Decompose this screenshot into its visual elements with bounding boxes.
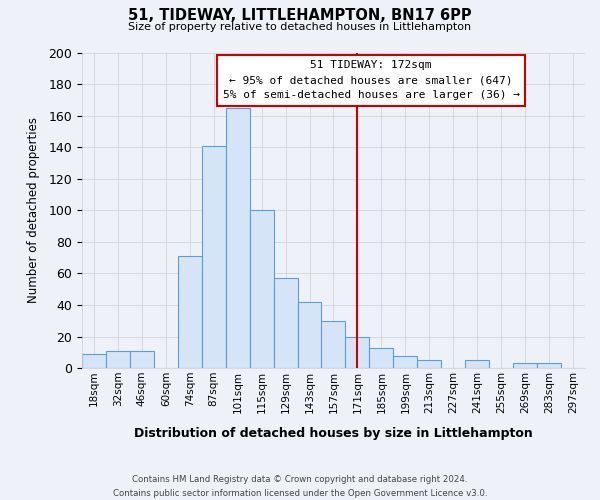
Text: 51 TIDEWAY: 172sqm
← 95% of detached houses are smaller (647)
5% of semi-detache: 51 TIDEWAY: 172sqm ← 95% of detached hou… [223, 60, 520, 100]
Bar [537, 364, 561, 368]
Bar [250, 210, 274, 368]
Bar [370, 348, 394, 368]
Bar [418, 360, 441, 368]
Bar [322, 321, 346, 368]
Bar [202, 146, 226, 368]
Y-axis label: Number of detached properties: Number of detached properties [27, 118, 40, 304]
Text: Contains HM Land Registry data © Crown copyright and database right 2024.
Contai: Contains HM Land Registry data © Crown c… [113, 476, 487, 498]
Bar [465, 360, 489, 368]
Bar [226, 108, 250, 368]
Bar [394, 356, 418, 368]
Bar [82, 354, 106, 368]
Bar [130, 351, 154, 368]
Text: 51, TIDEWAY, LITTLEHAMPTON, BN17 6PP: 51, TIDEWAY, LITTLEHAMPTON, BN17 6PP [128, 8, 472, 22]
Bar [346, 336, 370, 368]
Bar [274, 278, 298, 368]
X-axis label: Distribution of detached houses by size in Littlehampton: Distribution of detached houses by size … [134, 427, 533, 440]
Bar [298, 302, 322, 368]
Bar [106, 351, 130, 368]
Bar [178, 256, 202, 368]
Bar [513, 364, 537, 368]
Text: Size of property relative to detached houses in Littlehampton: Size of property relative to detached ho… [128, 22, 472, 32]
